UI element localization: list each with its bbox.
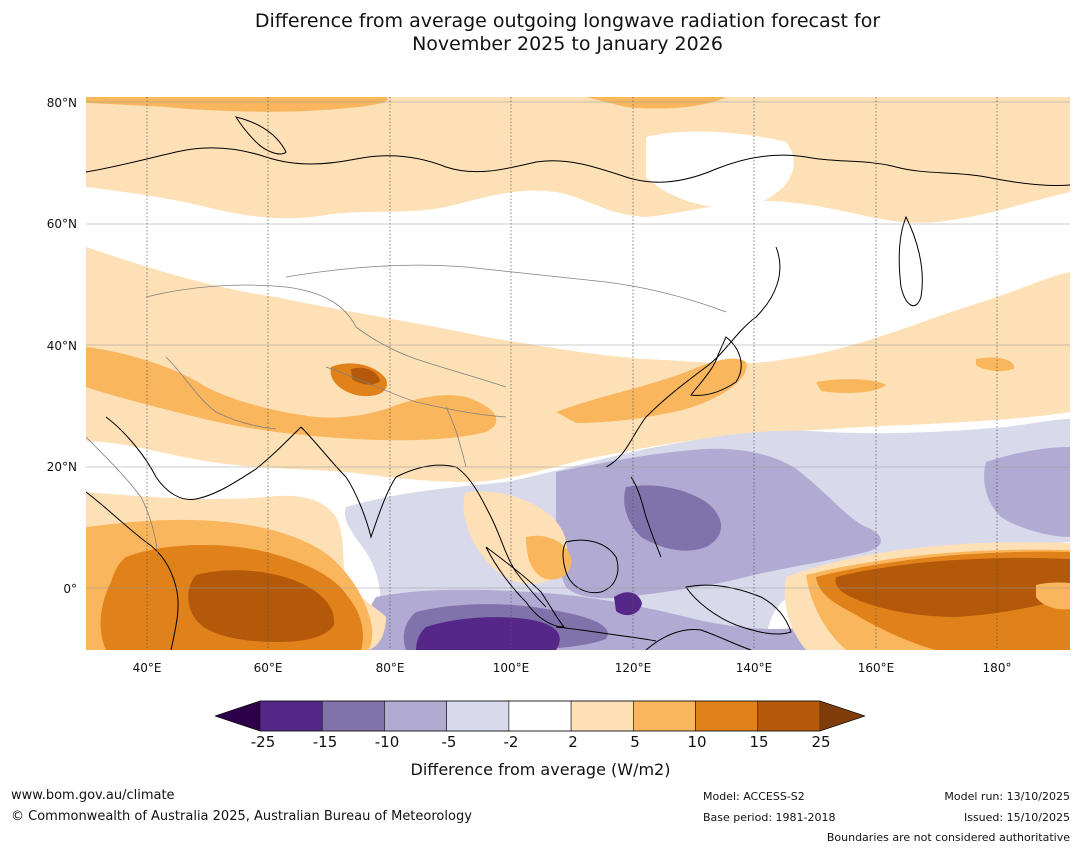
title-line-1: Difference from average outgoing longwav… — [254, 10, 881, 32]
colorbar-low-extend — [215, 701, 260, 731]
coast-australia-north — [645, 628, 752, 650]
border-myanmar — [445, 406, 467, 468]
lon-label-180: 180° — [982, 661, 1012, 675]
colorbar-tick-neg2: -2 — [503, 733, 519, 751]
colorbar-label: Difference from average (W/m2) — [410, 760, 671, 779]
coast-japan — [690, 336, 742, 396]
issued-text: Issued: 15/10/2025 — [963, 811, 1070, 824]
colorbar-segment — [508, 700, 572, 732]
coast-india — [300, 426, 457, 539]
colorbar-svg — [213, 700, 867, 732]
map-svg — [86, 97, 1070, 650]
lon-label-140e: 140°E — [735, 661, 773, 675]
colorbar-tick-neg5: -5 — [441, 733, 457, 751]
copyright-text: © Commonwealth of Australia 2025, Austra… — [11, 809, 472, 824]
anomaly-midlat-orange-west — [86, 347, 497, 441]
coast-europe-arctic — [86, 147, 1070, 187]
coast-borneo — [562, 539, 619, 594]
lat-label-0: 0° — [63, 582, 77, 596]
anomaly-north-orange — [86, 97, 388, 112]
lat-label-60n: 60°N — [46, 217, 77, 231]
coast-new-guinea — [685, 584, 792, 635]
border-himalaya — [325, 366, 507, 418]
border-russia-mongolia — [285, 264, 727, 313]
coast-java — [555, 626, 657, 642]
coast-kamchatka — [898, 215, 923, 307]
coast-africa-east — [86, 491, 179, 650]
lon-label-160e: 160°E — [857, 661, 895, 675]
colorbar-segment — [321, 700, 385, 732]
anomaly-purple-medium-east — [984, 447, 1070, 537]
border-china-west — [355, 326, 507, 388]
anomaly-tibet-brown — [351, 367, 380, 385]
colorbar-tick-2: 2 — [568, 733, 578, 751]
lon-label-100e: 100°E — [492, 661, 530, 675]
anomaly-purple-deep — [416, 617, 560, 650]
colorbar-tick-neg15: -15 — [312, 733, 338, 751]
model-text: Model: ACCESS-S2 — [703, 790, 805, 803]
colorbar-tick-25: 25 — [811, 733, 831, 751]
disclaimer-text: Boundaries are not considered authoritat… — [826, 831, 1070, 844]
coast-novaya-zemlya — [234, 116, 287, 155]
lon-label-80e: 80°E — [375, 661, 405, 675]
lon-label-40e: 40°E — [132, 661, 162, 675]
colorbar-high-extend — [820, 701, 865, 731]
anomaly-purple-deep-banda — [614, 592, 642, 616]
base-period-text: Base period: 1981-2018 — [703, 811, 836, 824]
website-link[interactable]: www.bom.gov.au/climate — [11, 788, 175, 803]
colorbar-segment — [757, 700, 821, 732]
lat-label-80n: 80°N — [46, 96, 77, 110]
coast-sumatra — [485, 546, 566, 628]
anomaly-midlat-orange-east — [556, 358, 747, 423]
colorbar-tick-neg25: -25 — [250, 733, 276, 751]
colorbar-tick-neg10: -10 — [374, 733, 400, 751]
anomaly-midlat-orange-pacific — [816, 379, 886, 393]
coast-arabia — [105, 416, 302, 501]
lat-label-20n: 20°N — [46, 460, 77, 474]
anomaly-pacific-brown — [835, 557, 1070, 617]
colorbar — [213, 700, 867, 732]
anomaly-map — [86, 97, 1070, 650]
coast-philippines — [630, 476, 662, 558]
chart-title: Difference from average outgoing longwav… — [0, 10, 1081, 56]
lat-label-40n: 40°N — [46, 339, 77, 353]
border-africa — [86, 436, 159, 558]
colorbar-tick-10: 10 — [687, 733, 707, 751]
colorbar-tick-5: 5 — [630, 733, 640, 751]
border-kazakhstan — [145, 284, 357, 328]
colorbar-tick-15: 15 — [749, 733, 769, 751]
anomaly-scs-orange — [526, 535, 572, 580]
anomaly-north-orange-east — [586, 97, 726, 109]
gridlines — [86, 101, 1070, 589]
lon-label-60e: 60°E — [253, 661, 283, 675]
anomaly-pacific-light-inset — [1036, 582, 1070, 610]
coast-east-asia — [605, 246, 781, 468]
coast-indochina — [455, 466, 547, 608]
colorbar-segment — [259, 700, 323, 732]
colorbar-segment — [446, 700, 510, 732]
colorbar-segment — [695, 700, 759, 732]
colorbar-segment — [384, 700, 447, 732]
anomaly-north-light-orange — [86, 97, 1070, 223]
coastlines — [86, 116, 1070, 650]
anomaly-purple-dark — [624, 485, 721, 551]
title-line-2: November 2025 to January 2026 — [412, 33, 723, 55]
meridians — [146, 97, 998, 650]
colorbar-segment — [633, 700, 696, 732]
lon-label-120e: 120°E — [614, 661, 652, 675]
anomaly-north-white-patch — [646, 131, 794, 208]
country-borders — [86, 264, 727, 558]
colorbar-segment — [570, 700, 634, 732]
anomaly-midlat-orange-pacific-2 — [976, 357, 1015, 372]
model-run-text: Model run: 13/10/2025 — [944, 790, 1070, 803]
border-iran — [165, 356, 277, 430]
